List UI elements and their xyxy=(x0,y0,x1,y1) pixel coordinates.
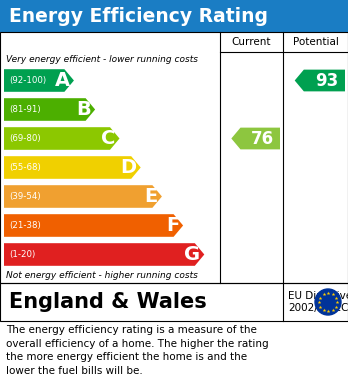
Polygon shape xyxy=(4,127,119,150)
Text: EU Directive
2002/91/EC: EU Directive 2002/91/EC xyxy=(288,291,348,313)
Polygon shape xyxy=(295,70,345,91)
Text: (81-91): (81-91) xyxy=(9,105,41,114)
Text: Energy Efficiency Rating: Energy Efficiency Rating xyxy=(9,7,268,25)
Text: (92-100): (92-100) xyxy=(9,76,46,85)
Text: Potential: Potential xyxy=(293,37,339,47)
Bar xyxy=(0,32,348,283)
Text: B: B xyxy=(76,100,91,119)
Text: 93: 93 xyxy=(315,72,338,90)
Text: (69-80): (69-80) xyxy=(9,134,41,143)
Text: Very energy efficient - lower running costs: Very energy efficient - lower running co… xyxy=(6,54,198,63)
Polygon shape xyxy=(4,98,95,121)
Text: (21-38): (21-38) xyxy=(9,221,41,230)
Circle shape xyxy=(315,289,341,315)
Text: England & Wales: England & Wales xyxy=(9,292,207,312)
Text: (1-20): (1-20) xyxy=(9,250,35,259)
Text: (39-54): (39-54) xyxy=(9,192,41,201)
Text: Current: Current xyxy=(232,37,271,47)
Text: F: F xyxy=(166,216,179,235)
Text: A: A xyxy=(55,71,70,90)
Polygon shape xyxy=(231,127,280,149)
Text: G: G xyxy=(184,245,200,264)
Polygon shape xyxy=(4,69,74,92)
Text: (55-68): (55-68) xyxy=(9,163,41,172)
Bar xyxy=(0,283,348,321)
Text: E: E xyxy=(145,187,158,206)
Polygon shape xyxy=(4,214,183,237)
Text: 76: 76 xyxy=(251,129,274,147)
Text: D: D xyxy=(120,158,137,177)
Text: C: C xyxy=(101,129,116,148)
Polygon shape xyxy=(4,185,162,208)
Text: Not energy efficient - higher running costs: Not energy efficient - higher running co… xyxy=(6,271,198,280)
Polygon shape xyxy=(4,243,204,266)
Text: The energy efficiency rating is a measure of the
overall efficiency of a home. T: The energy efficiency rating is a measur… xyxy=(6,325,269,376)
Bar xyxy=(0,0,348,32)
Polygon shape xyxy=(4,156,141,179)
